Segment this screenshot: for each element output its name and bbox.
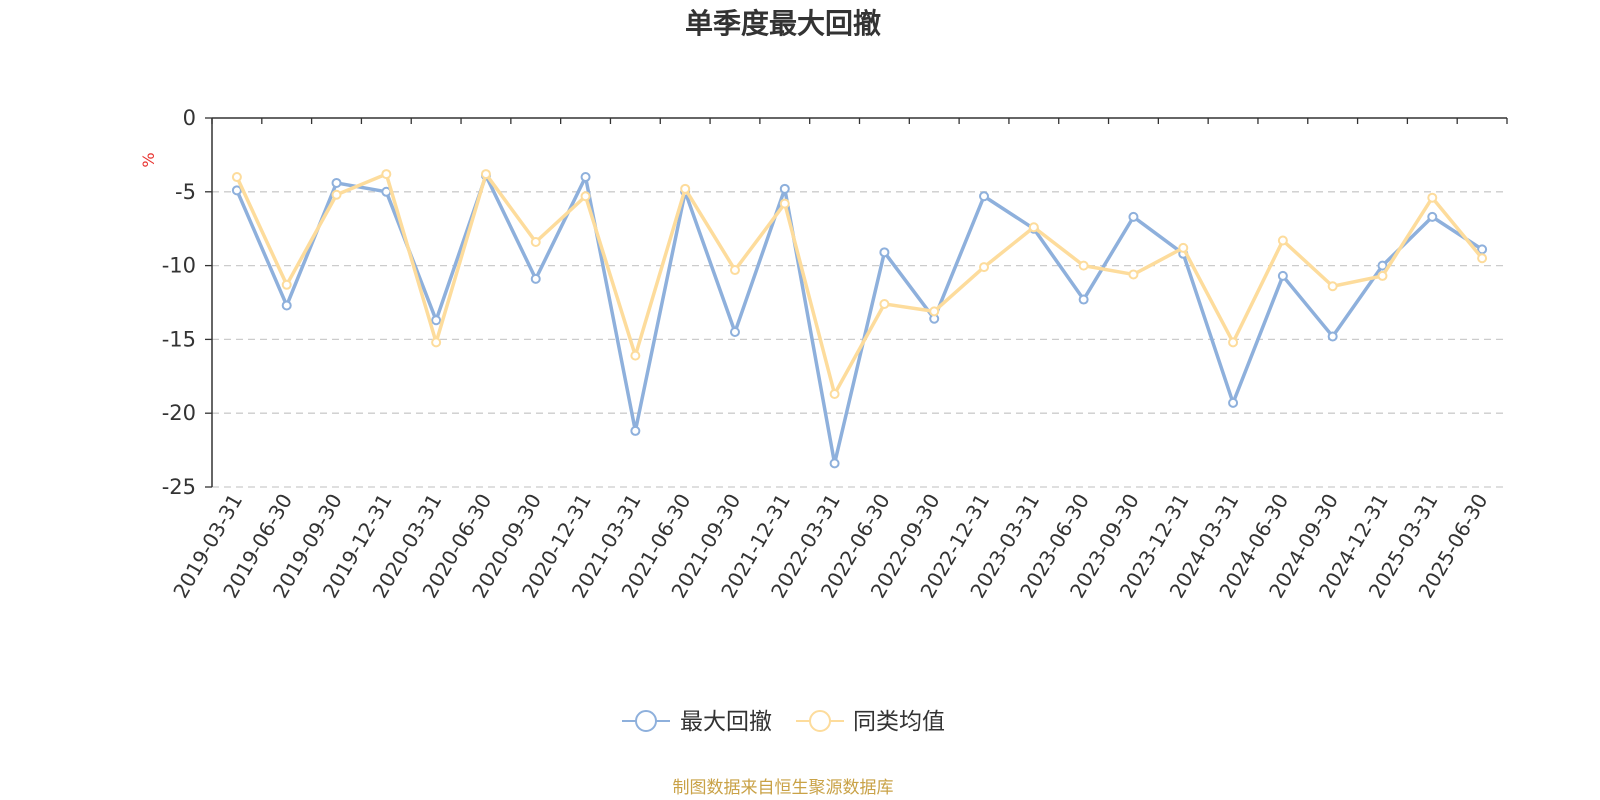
data-point [431,337,442,348]
data-point [1327,281,1338,292]
y-axis-unit-label: % [139,152,158,167]
data-point [779,183,790,194]
series-lines [231,169,1488,469]
data-point [1477,253,1488,264]
data-point [281,300,292,311]
y-tick-label: 0 [183,106,196,130]
legend-marker-icon [635,710,657,732]
data-point [1028,222,1039,233]
data-point [1377,270,1388,281]
data-point [1327,331,1338,342]
data-point [879,247,890,258]
data-point [1377,260,1388,271]
series-1 [231,169,1488,400]
data-point [630,350,641,361]
chart-title: 单季度最大回撤 [685,7,881,40]
data-point [231,185,242,196]
data-point [779,198,790,209]
data-point [829,458,840,469]
data-point [729,265,740,276]
data-point [929,306,940,317]
y-tick-label: -20 [162,401,196,425]
data-point [979,191,990,202]
data-point [979,262,990,273]
y-tick-label: -10 [162,254,196,278]
data-point [530,273,541,284]
series-0 [231,170,1488,469]
y-tick-labels: 0 -5 -10 -15 -20 -25 [162,106,196,499]
data-point [530,236,541,247]
series-line [235,172,1484,396]
data-point [580,172,591,183]
data-point [680,183,691,194]
data-point [630,425,641,436]
data-point [1128,269,1139,280]
legend-marker-icon [809,710,831,732]
data-point [381,169,392,180]
y-tick-label: -5 [175,180,196,204]
data-point [281,279,292,290]
data-point [879,298,890,309]
data-point [1078,294,1089,305]
data-point [829,389,840,400]
data-point [1427,211,1438,222]
data-point [331,189,342,200]
axes [205,117,1508,488]
data-point [1427,192,1438,203]
data-point [431,315,442,326]
data-point [729,327,740,338]
data-point [1228,397,1239,408]
legend-label: 同类均值 [853,709,945,735]
legend: 最大回撤 同类均值 [622,709,945,735]
y-tick-label: -25 [162,475,196,499]
data-point [1128,211,1139,222]
data-point [331,177,342,188]
data-point [1277,235,1288,246]
data-point [480,169,491,180]
y-tick-label: -15 [162,327,196,351]
data-point [580,191,591,202]
x-tick-labels: 2019-03-312019-06-302019-09-302019-12-31… [168,490,1492,603]
data-point [1228,337,1239,348]
data-point [231,172,242,183]
legend-label: 最大回撤 [680,709,772,735]
data-point [1078,260,1089,271]
data-point [1178,242,1189,253]
series-line [235,173,1484,466]
data-point [1277,270,1288,281]
source-note: 制图数据来自恒生聚源数据库 [673,778,894,798]
